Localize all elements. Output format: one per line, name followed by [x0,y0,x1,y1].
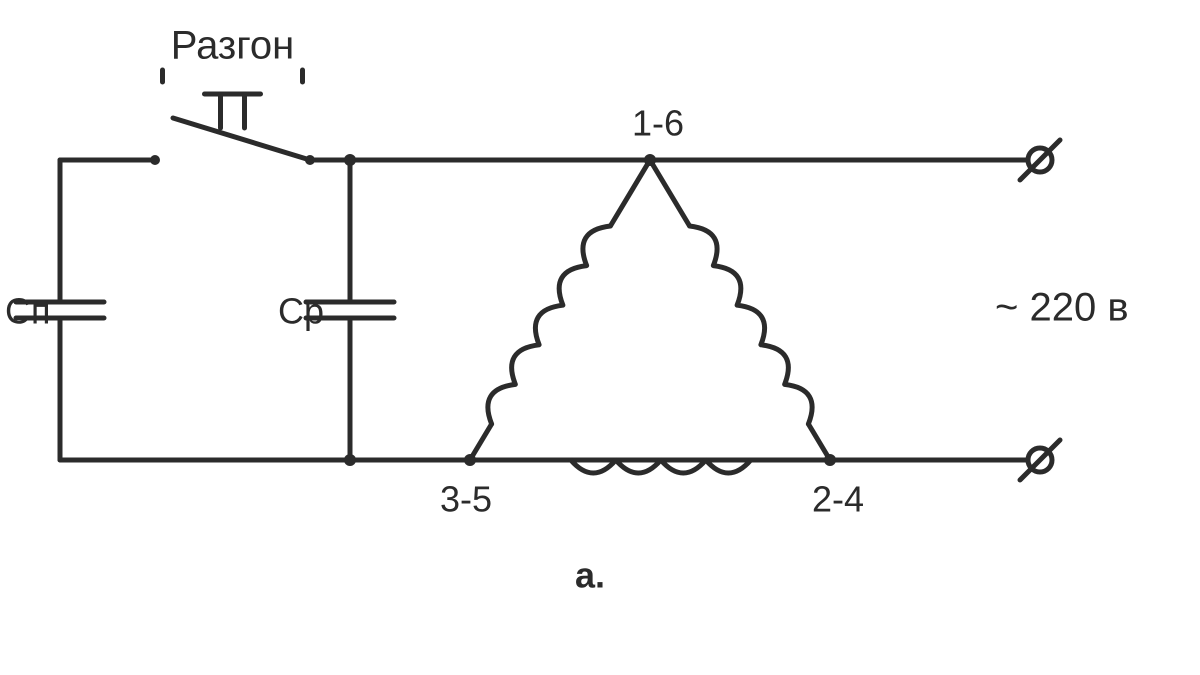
label-voltage: ~ 220 в [995,286,1129,330]
label-node-top: 1-6 [632,103,684,144]
label-cn: Cп [5,291,51,332]
label-node-br: 2-4 [812,479,864,520]
label-razgon: Разгон [171,24,295,68]
label-node-bl: 3-5 [440,479,492,520]
label-fig: a. [575,555,605,596]
label-cp: Cр [278,291,324,332]
